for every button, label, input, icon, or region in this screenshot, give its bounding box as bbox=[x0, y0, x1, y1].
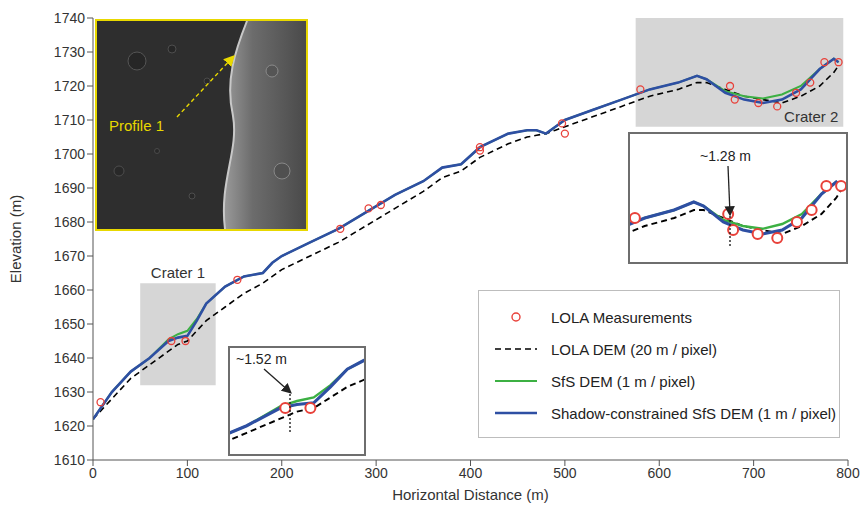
svg-text:1700: 1700 bbox=[54, 146, 85, 162]
svg-text:1670: 1670 bbox=[54, 248, 85, 264]
svg-text:Crater 1: Crater 1 bbox=[151, 264, 205, 281]
svg-text:200: 200 bbox=[270, 465, 294, 481]
svg-text:1610: 1610 bbox=[54, 452, 85, 468]
svg-text:Elevation (m): Elevation (m) bbox=[7, 195, 24, 283]
html-text:LOLA DEM (20 m / pixel): LOLA DEM (20 m / pixel) bbox=[551, 340, 717, 358]
svg-text:1730: 1730 bbox=[54, 44, 85, 60]
svg-text:1680: 1680 bbox=[54, 214, 85, 230]
svg-text:1660: 1660 bbox=[54, 282, 85, 298]
html-text:SfS DEM (1 m / pixel): SfS DEM (1 m / pixel) bbox=[551, 372, 696, 390]
html-text:LOLA Measurements: LOLA Measurements bbox=[551, 308, 692, 326]
svg-text:500: 500 bbox=[553, 465, 577, 481]
html-text:Profile 1: Profile 1 bbox=[109, 117, 164, 134]
svg-text:1630: 1630 bbox=[54, 384, 85, 400]
svg-text:1690: 1690 bbox=[54, 180, 85, 196]
svg-text:0: 0 bbox=[89, 465, 97, 481]
svg-text:300: 300 bbox=[364, 465, 388, 481]
svg-text:Horizontal Distance (m): Horizontal Distance (m) bbox=[392, 486, 549, 503]
svg-text:700: 700 bbox=[742, 465, 766, 481]
svg-text:1640: 1640 bbox=[54, 350, 85, 366]
svg-text:1710: 1710 bbox=[54, 112, 85, 128]
html-text:~1.52 m: ~1.52 m bbox=[236, 351, 287, 367]
svg-text:1720: 1720 bbox=[54, 78, 85, 94]
svg-text:1740: 1740 bbox=[54, 10, 85, 26]
svg-text:600: 600 bbox=[648, 465, 672, 481]
svg-text:800: 800 bbox=[836, 465, 860, 481]
svg-text:1650: 1650 bbox=[54, 316, 85, 332]
html-text:Shadow-constrained SfS DEM (1: Shadow-constrained SfS DEM (1 m / pixel) bbox=[551, 404, 837, 422]
svg-text:1620: 1620 bbox=[54, 418, 85, 434]
svg-text:100: 100 bbox=[176, 465, 200, 481]
svg-text:Crater 2: Crater 2 bbox=[784, 108, 838, 125]
svg-text:400: 400 bbox=[459, 465, 483, 481]
html-text:~1.28 m: ~1.28 m bbox=[700, 148, 751, 164]
